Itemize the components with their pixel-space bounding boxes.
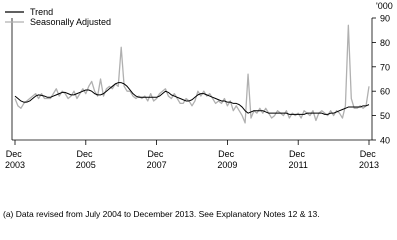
legend-label: Trend: [30, 7, 53, 17]
x-tick-label: Dec 2011: [289, 149, 308, 170]
x-tick-label: Dec 2013: [359, 149, 379, 170]
x-tick-month: Dec: [147, 149, 166, 159]
x-tick-year: 2013: [359, 160, 379, 170]
y-tick-label: 90: [380, 14, 390, 24]
x-tick-year: 2011: [289, 160, 308, 170]
x-tick-month: Dec: [218, 149, 237, 159]
x-tick-label: Dec 2007: [147, 149, 167, 170]
x-tick-year: 2005: [76, 160, 96, 170]
y-tick-label: 80: [380, 38, 390, 48]
series-line: [14, 82, 370, 115]
x-tick-month: Dec: [6, 149, 25, 159]
x-tick-year: 2009: [217, 160, 237, 170]
legend-label: Seasonally Adjusted: [30, 17, 111, 27]
x-tick-month: Dec: [289, 149, 308, 159]
x-tick-label: Dec 2003: [5, 149, 25, 170]
y-tick-label: 70: [380, 62, 390, 72]
x-tick-month: Dec: [77, 149, 96, 159]
x-tick-year: 2003: [5, 160, 25, 170]
y-tick-label: 40: [380, 136, 390, 146]
unit-label: '000: [376, 1, 393, 11]
chart: '000 (a) Data revised from July 2004 to …: [3, 1, 393, 219]
x-tick-month: Dec: [360, 149, 379, 159]
x-tick-label: Dec 2009: [217, 149, 237, 170]
y-tick-label: 60: [380, 87, 390, 97]
footnote: (a) Data revised from July 2004 to Decem…: [3, 209, 320, 219]
series-line: [14, 24, 370, 124]
x-tick-label: Dec 2005: [76, 149, 96, 170]
y-tick-label: 50: [380, 111, 390, 121]
x-tick-year: 2007: [147, 160, 167, 170]
